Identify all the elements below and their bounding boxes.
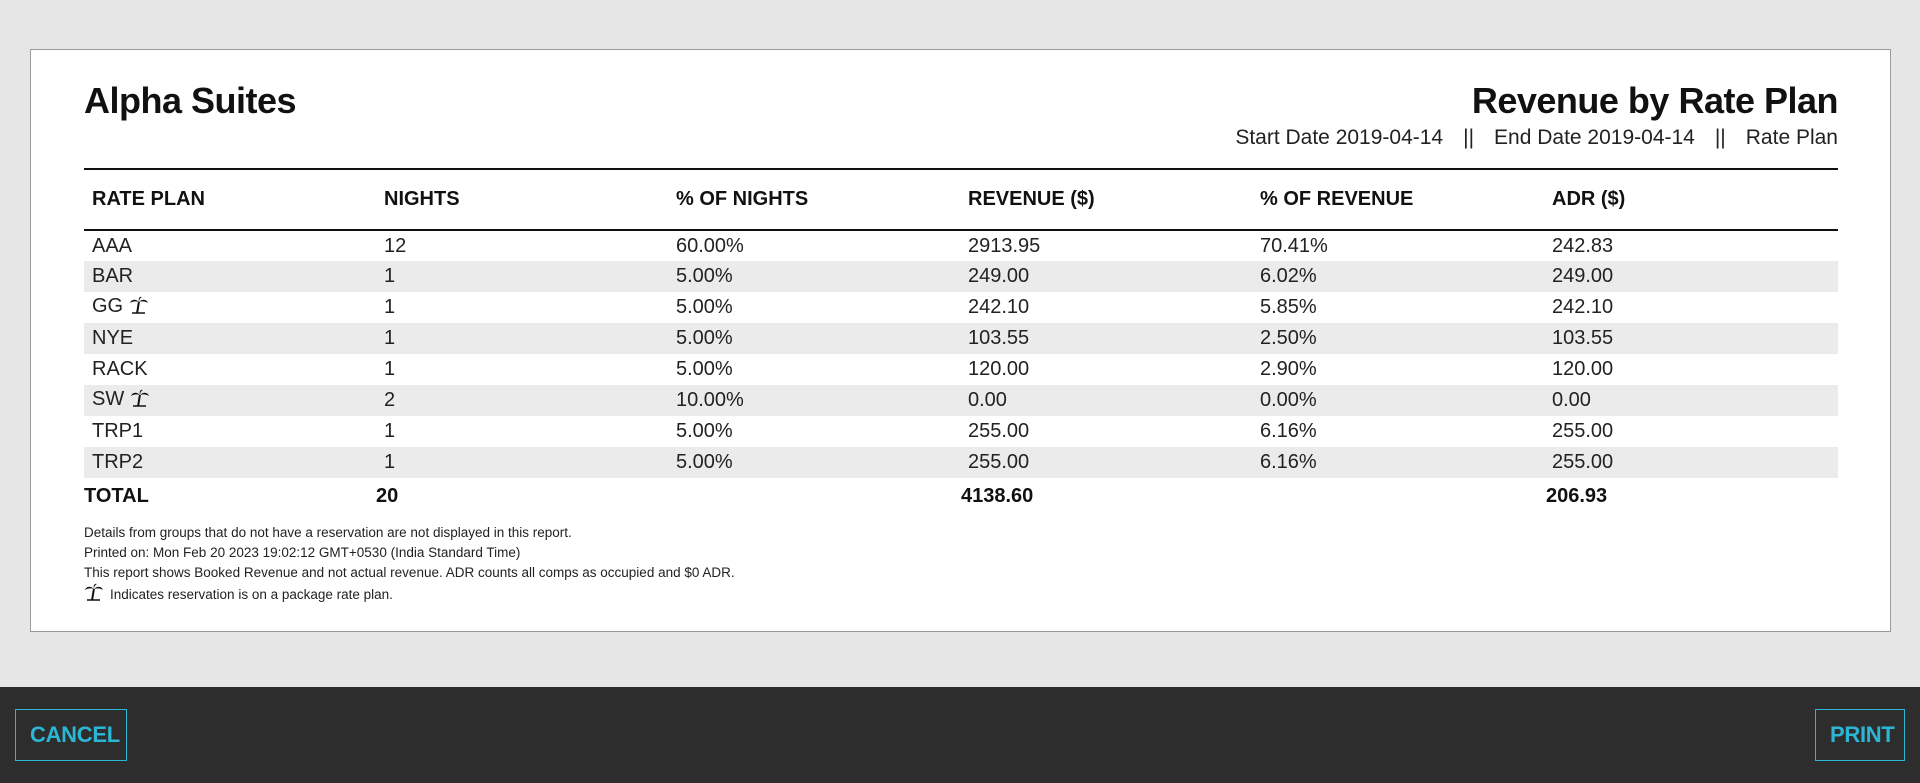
table-row: TRP2 1 5.00% 255.00 6.16% 255.00: [84, 447, 1838, 478]
column-header: REVENUE ($): [960, 170, 1252, 231]
revenue-cell: 103.55: [960, 323, 1252, 354]
column-header: % OF REVENUE: [1252, 170, 1544, 231]
table-row: GG 1 5.00% 242.10 5.85% 242.10: [84, 292, 1838, 323]
adr-cell: 103.55: [1544, 323, 1838, 354]
revenue-cell: 120.00: [968, 358, 1030, 380]
pct-nights-cell: 5.00%: [676, 358, 733, 380]
pct-revenue-cell: 2.50%: [1252, 323, 1544, 354]
totals-adr: 206.93: [1546, 485, 1608, 507]
rate-plan-cell: RACK: [84, 354, 376, 385]
pct-nights-cell: 5.00%: [676, 296, 733, 318]
rate-plan-label: TRP1: [92, 420, 144, 442]
rate-plan-cell: TRP1: [84, 416, 376, 447]
revenue-cell: 255.00: [968, 420, 1030, 442]
note-booked-revenue: This report shows Booked Revenue and not…: [84, 565, 735, 580]
rate-plan-label: BAR: [92, 265, 134, 287]
end-date: End Date 2019-04-14: [1494, 126, 1695, 149]
rate-plan-cell: NYE: [84, 323, 376, 354]
nights-cell: 1: [376, 323, 668, 354]
adr-cell: 255.00: [1552, 420, 1614, 442]
rate-plan-label: NYE: [92, 327, 134, 349]
pct-revenue-cell: 6.16%: [1260, 420, 1317, 442]
rate-plan-table: RATE PLAN NIGHTS % OF NIGHTS REVENUE ($)…: [84, 170, 1838, 478]
rate-plan-label: GG: [92, 295, 124, 317]
column-header: RATE PLAN: [84, 170, 376, 231]
pct-nights-cell: 5.00%: [676, 420, 733, 442]
note-package: Indicates reservation is on a package ra…: [84, 583, 735, 607]
table-body: AAA 12 60.00% 2913.95 70.41% 242.83 BAR 1 5.00% 2…: [84, 230, 1838, 478]
rate-plan-label: RACK: [92, 358, 148, 380]
pct-revenue-cell: 6.02%: [1252, 261, 1544, 292]
start-date: Start Date 2019-04-14: [1235, 126, 1444, 149]
adr-cell: 242.83: [1552, 234, 1614, 257]
nights-cell: 1: [376, 447, 668, 478]
report-notes: Details from groups that do not have a r…: [84, 523, 735, 607]
totals-nights: 20: [376, 485, 399, 507]
nights-cell: 12: [384, 234, 407, 257]
revenue-cell: 242.10: [968, 296, 1030, 318]
nights-cell: 1: [376, 261, 668, 292]
note-groups: Details from groups that do not have a r…: [84, 525, 572, 540]
rate-plan-cell: GG: [84, 292, 376, 323]
table-row: SW 2 10.00% 0.00 0.00% 0.00: [84, 385, 1838, 416]
table-header-row: RATE PLAN NIGHTS % OF NIGHTS REVENUE ($)…: [84, 170, 1838, 231]
rate-plan-label: AAA: [92, 234, 133, 257]
column-header: % OF NIGHTS: [668, 170, 960, 231]
nights-cell: 2: [376, 385, 668, 416]
meta-separator: ||: [1463, 126, 1475, 149]
pct-nights-cell: 5.00%: [668, 447, 960, 478]
adr-cell: 249.00: [1544, 261, 1838, 292]
hotel-name: Alpha Suites: [84, 80, 297, 121]
footer-bar: CANCEL PRINT: [0, 687, 1920, 783]
revenue-cell: 255.00: [960, 447, 1252, 478]
rate-plan-label: TRP2: [92, 451, 144, 473]
report-meta: Start Date 2019-04-14 || End Date 2019-04-…: [1235, 126, 1838, 150]
palm-tree-icon: [84, 583, 104, 607]
adr-cell: 255.00: [1544, 447, 1838, 478]
adr-cell: 242.10: [1552, 296, 1614, 318]
totals-revenue: 4138.60: [961, 485, 1034, 507]
column-header: NIGHTS: [376, 170, 668, 231]
table-row: AAA 12 60.00% 2913.95 70.41% 242.83: [84, 230, 1838, 261]
nights-cell: 1: [384, 296, 396, 318]
pct-revenue-cell: 2.90%: [1260, 358, 1317, 380]
pct-nights-cell: 5.00%: [668, 323, 960, 354]
note-printed-on: Printed on: Mon Feb 20 2023 19:02:12 GMT…: [84, 545, 521, 560]
pct-revenue-cell: 70.41%: [1260, 234, 1328, 257]
cancel-button[interactable]: CANCEL: [15, 709, 127, 761]
revenue-cell: 2913.95: [968, 234, 1041, 257]
table-row: NYE 1 5.00% 103.55 2.50% 103.55: [84, 323, 1838, 354]
palm-tree-icon: [129, 296, 149, 320]
adr-cell: 0.00: [1544, 385, 1838, 416]
group-by: Rate Plan: [1745, 126, 1838, 149]
header-divider: [84, 168, 1838, 170]
nights-cell: 1: [384, 420, 396, 442]
totals-label: TOTAL: [84, 485, 149, 507]
pct-revenue-cell: 0.00%: [1252, 385, 1544, 416]
nights-cell: 1: [384, 358, 396, 380]
rate-plan-cell: TRP2: [84, 447, 376, 478]
rate-plan-cell: AAA: [84, 230, 376, 261]
pct-nights-cell: 10.00%: [668, 385, 960, 416]
column-header: ADR ($): [1544, 170, 1838, 231]
rate-plan-cell: BAR: [84, 261, 376, 292]
meta-separator: ||: [1714, 126, 1726, 149]
package-note-text: Indicates reservation is on a package ra…: [110, 587, 393, 602]
adr-cell: 120.00: [1552, 358, 1614, 380]
table-row: BAR 1 5.00% 249.00 6.02% 249.00: [84, 261, 1838, 292]
table-row: RACK 1 5.00% 120.00 2.90% 120.00: [84, 354, 1838, 385]
rate-plan-cell: SW: [84, 385, 376, 416]
palm-tree-icon: [130, 389, 150, 413]
pct-nights-cell: 5.00%: [668, 261, 960, 292]
report-title: Revenue by Rate Plan: [1471, 80, 1839, 121]
table-row: TRP1 1 5.00% 255.00 6.16% 255.00: [84, 416, 1838, 447]
pct-revenue-cell: 6.16%: [1252, 447, 1544, 478]
print-button[interactable]: PRINT: [1815, 709, 1905, 761]
rate-plan-label: SW: [92, 388, 125, 410]
pct-revenue-cell: 5.85%: [1260, 296, 1317, 318]
pct-nights-cell: 60.00%: [676, 234, 744, 257]
report-sheet: Alpha Suites Revenue by Rate Plan Start …: [30, 49, 1891, 632]
revenue-cell: 249.00: [960, 261, 1252, 292]
revenue-cell: 0.00: [960, 385, 1252, 416]
